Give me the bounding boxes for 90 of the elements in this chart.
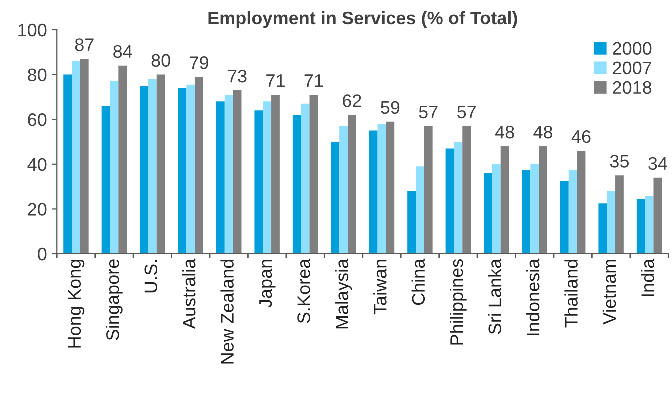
bar: [195, 77, 204, 254]
data-label: 84: [114, 45, 132, 58]
x-tick-label: Sri Lanka: [488, 258, 502, 334]
chart-title: Employment in Services (% of Total): [208, 11, 518, 28]
bar: [186, 84, 196, 254]
data-label: 71: [266, 74, 285, 88]
bar: [148, 79, 157, 254]
bar: [416, 166, 424, 254]
y-tick-label: 60: [28, 114, 47, 126]
data-label: 73: [228, 70, 247, 83]
data-label: 35: [610, 155, 630, 168]
legend-label: 2000: [613, 42, 652, 56]
bar: [369, 130, 378, 254]
bar: [408, 191, 416, 254]
legend-label: 2018: [613, 81, 652, 94]
bar: [636, 199, 646, 254]
data-label: 46: [572, 130, 591, 144]
y-tick-label: 100: [18, 24, 47, 37]
x-tick-label: Thailand: [564, 260, 578, 328]
bar: [102, 106, 110, 254]
bar: [156, 74, 166, 254]
bar: [72, 61, 80, 254]
bar: [272, 94, 280, 254]
x-tick-label: S.Korea: [298, 258, 310, 324]
x-tick-label: China: [412, 258, 426, 306]
data-label: 80: [152, 54, 170, 68]
x-tick-label: Philippines: [450, 260, 467, 345]
bar: [500, 146, 510, 254]
bar: [522, 170, 531, 254]
data-label: 48: [534, 126, 553, 139]
y-tick-label: 20: [28, 203, 47, 216]
bar: [263, 102, 272, 254]
bar: [424, 126, 433, 254]
bar: [140, 86, 148, 254]
bar: [110, 82, 119, 254]
bar: [539, 146, 548, 254]
x-tick-label: U.S.: [144, 260, 158, 293]
bar: [560, 181, 569, 254]
bar: [616, 176, 624, 254]
data-label: 34: [648, 157, 668, 170]
bar: [310, 94, 318, 254]
data-label: 87: [75, 38, 94, 52]
bar: [568, 170, 578, 254]
legend-label: 2007: [613, 62, 652, 75]
bar: [577, 150, 586, 254]
bar: [598, 204, 608, 254]
bar: [654, 178, 662, 254]
x-tick-label: Taiwan: [374, 260, 387, 315]
bar: [378, 124, 386, 254]
bar: [492, 164, 501, 254]
x-tick-label: Singapore: [106, 260, 123, 340]
bar: [348, 115, 356, 254]
bar: [484, 173, 492, 254]
bar: [178, 88, 187, 254]
data-label: 57: [419, 106, 438, 119]
data-label: 57: [458, 106, 476, 119]
bar: [645, 196, 654, 254]
bar: [292, 115, 302, 254]
bar: [462, 126, 472, 254]
bar: [386, 122, 395, 254]
data-label: 48: [495, 126, 514, 139]
bar: [64, 74, 72, 254]
x-tick-label: Indonesia: [526, 258, 540, 336]
bar: [331, 142, 340, 254]
x-tick-label: India: [641, 258, 654, 296]
x-tick-label: Malaysia: [335, 258, 352, 329]
data-label: 79: [190, 56, 208, 70]
bar: [446, 148, 454, 254]
data-label: 62: [343, 94, 362, 108]
data-label: 59: [381, 101, 400, 114]
bar: [118, 66, 128, 254]
bar: [530, 164, 540, 254]
y-tick-label: 0: [38, 248, 47, 261]
bar: [301, 104, 310, 254]
bar: [454, 142, 463, 254]
x-tick-label: Japan: [260, 260, 276, 308]
x-tick-label: Hong Kong: [68, 260, 85, 348]
bar: [607, 191, 616, 254]
y-tick-label: 40: [28, 158, 47, 172]
y-tick-label: 80: [28, 68, 47, 82]
bar: [80, 59, 89, 254]
x-tick-label: Vietnam: [602, 260, 616, 325]
bar: [224, 94, 234, 254]
bar: [340, 126, 348, 254]
data-label: 71: [304, 74, 324, 88]
x-tick-label: New Zealand: [220, 260, 234, 364]
bar: [254, 110, 264, 254]
bar: [233, 90, 242, 254]
x-tick-label: Australia: [182, 258, 196, 330]
bar: [216, 102, 225, 254]
